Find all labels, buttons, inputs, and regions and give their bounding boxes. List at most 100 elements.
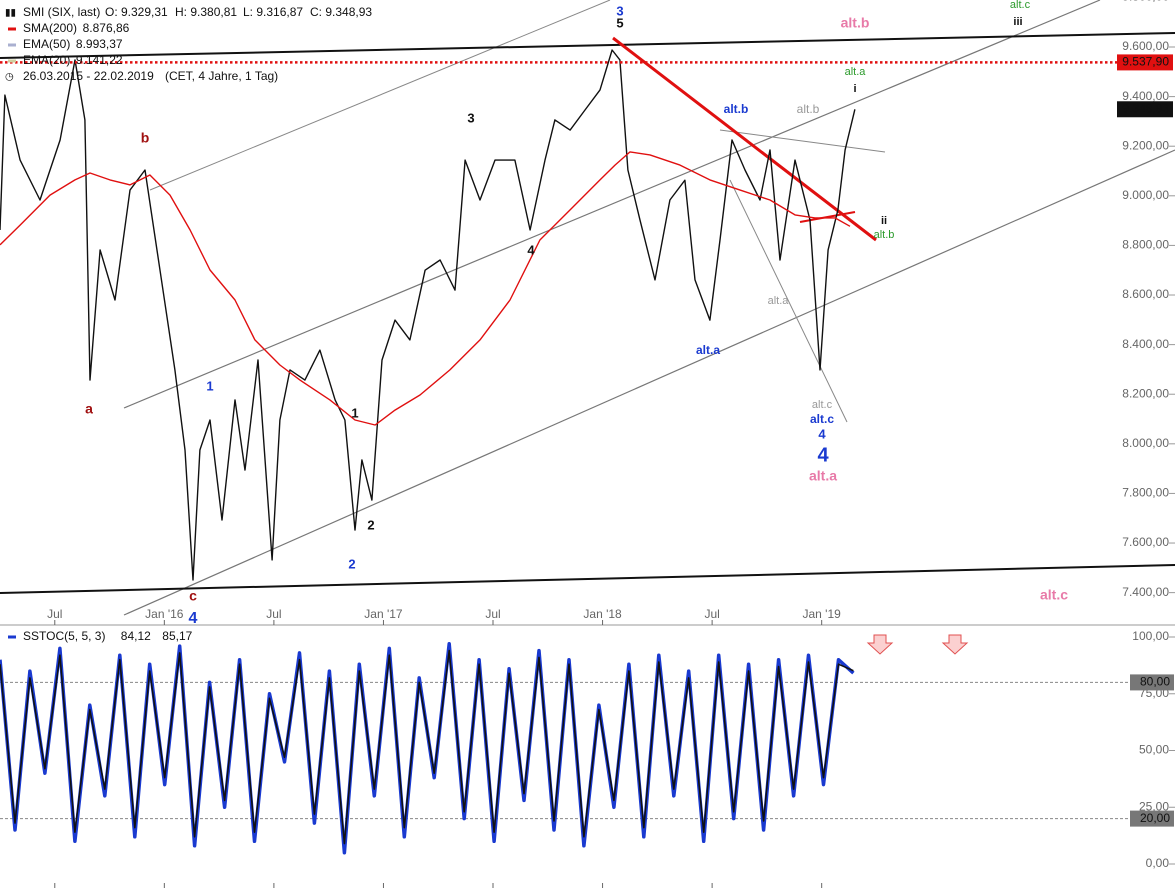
- y-tick-label: 9.600,00: [1122, 39, 1169, 53]
- channel-line: [149, 0, 611, 191]
- wave-label: 3: [467, 110, 474, 125]
- high: H: 9.380,81: [175, 5, 237, 19]
- y-tick-label: 8.600,00: [1122, 287, 1169, 301]
- x-tick-label: Jul: [266, 607, 281, 621]
- price-level-label: 9.348,93: [1122, 101, 1169, 115]
- y-tick-label: 8.800,00: [1122, 238, 1169, 252]
- low: L: 9.316,87: [243, 5, 303, 19]
- x-tick-label: Jan '17: [364, 607, 403, 621]
- wave-label: alt.c: [1010, 0, 1031, 11]
- clock-icon: ◷: [5, 72, 14, 83]
- legend-swatch: [8, 43, 16, 47]
- y-tick-label: 8.200,00: [1122, 386, 1169, 400]
- indicator-title: SSTOC(5, 5, 3): [23, 629, 105, 643]
- level-box: [1130, 674, 1174, 691]
- y-tick-label: 9.000,00: [1122, 188, 1169, 202]
- y-tick-label: 0,00: [1146, 856, 1170, 870]
- trend-line: [729, 179, 848, 423]
- y-tick-label: 50,00: [1139, 743, 1169, 757]
- legend-value: 8.876,86: [83, 21, 130, 35]
- wave-label: c: [189, 588, 197, 604]
- legend-name: SMA(200): [23, 21, 77, 35]
- level-label: 20,00: [1140, 811, 1170, 825]
- wave-label: 4: [817, 444, 829, 466]
- y-tick-label: 100,00: [1132, 629, 1169, 643]
- open: O: 9.329,31: [105, 5, 168, 19]
- wave-label: 5: [616, 15, 623, 30]
- y-tick-label: 8.000,00: [1122, 436, 1169, 450]
- legend-swatch: [8, 635, 16, 639]
- y-tick-label: 9.400,00: [1122, 89, 1169, 103]
- trend-line: [799, 211, 856, 223]
- y-tick-label: 7.600,00: [1122, 535, 1169, 549]
- wave-label: alt.b: [724, 102, 749, 116]
- wave-label: iii: [1013, 16, 1022, 28]
- legend-value: 9.141,22: [76, 53, 123, 67]
- trend-line: [0, 564, 1175, 594]
- x-tick-label: Jul: [704, 607, 719, 621]
- legend-name: EMA(50): [23, 37, 70, 51]
- series-line: [0, 649, 854, 845]
- legend-swatch: [8, 59, 16, 63]
- wave-label: 4: [527, 242, 535, 257]
- y-tick-label: 7.800,00: [1122, 486, 1169, 500]
- y-tick-label: 7.400,00: [1122, 585, 1169, 599]
- x-tick-label: Jan '16: [145, 607, 184, 621]
- legend-swatch: [8, 27, 16, 31]
- wave-label: alt.a: [768, 295, 790, 307]
- signal-arrow: [866, 634, 894, 655]
- period: 26.03.2015 - 22.02.2019: [23, 69, 154, 83]
- wave-label: alt.a: [809, 468, 837, 484]
- icon: ▮▮: [5, 8, 16, 19]
- wave-label: ii: [881, 215, 887, 227]
- price-level-box: [1117, 101, 1173, 118]
- legend-name: EMA(20): [23, 53, 70, 67]
- wave-label: a: [85, 401, 93, 417]
- price-level-label: 9.537,90: [1122, 55, 1169, 69]
- wave-label: alt.a: [845, 66, 867, 78]
- close: C: 9.348,93: [310, 5, 372, 19]
- y-tick-label: 25,00: [1139, 799, 1169, 813]
- period-note: (CET, 4 Jahre, 1 Tag): [165, 69, 278, 83]
- x-tick-label: Jul: [485, 607, 500, 621]
- trend-line: [719, 129, 886, 153]
- wave-label: alt.c: [1040, 587, 1068, 603]
- x-tick-label: Jan '18: [583, 607, 622, 621]
- legend-value: 84,12: [121, 629, 151, 643]
- wave-label: 2: [348, 556, 355, 571]
- trend-line: [612, 36, 877, 242]
- level-label: 80,00: [1140, 675, 1170, 689]
- level-box: [1130, 810, 1174, 827]
- wave-label: alt.c: [812, 399, 833, 411]
- wave-label: 3: [616, 3, 623, 18]
- price-level-box: [1117, 54, 1173, 71]
- channel-line: [123, 0, 1101, 409]
- wave-label: alt.a: [696, 343, 720, 357]
- series-line: [0, 151, 851, 426]
- x-tick-label: Jan '19: [803, 607, 842, 621]
- wave-label: alt.b: [874, 229, 895, 241]
- wave-label: 2: [367, 517, 374, 532]
- wave-label: 1: [206, 378, 213, 393]
- signal-arrow: [941, 634, 969, 655]
- wave-label: 1: [351, 405, 358, 420]
- wave-label: b: [141, 130, 150, 146]
- wave-label: 4: [189, 610, 198, 627]
- wave-label: alt.b: [797, 102, 820, 116]
- header: ▮▮ SMI (SIX, last) O: 9.329,31 H: 9.380,…: [5, 5, 372, 643]
- wave-label: alt.c: [810, 412, 834, 426]
- y-tick-label: 9.200,00: [1122, 138, 1169, 152]
- symbol: SMI (SIX, last): [23, 5, 100, 19]
- legend-value: 8.993,37: [76, 37, 123, 51]
- wave-label: alt.b: [841, 15, 870, 31]
- y-tick-label: 9.800,00: [1122, 0, 1169, 4]
- series-line: [0, 49, 856, 581]
- wave-label: i: [853, 83, 856, 95]
- trend-line: [0, 32, 1175, 59]
- legend-value: 85,17: [162, 629, 192, 643]
- x-tick-label: Jul: [47, 607, 62, 621]
- channel-line: [123, 149, 1175, 616]
- y-tick-label: 8.400,00: [1122, 337, 1169, 351]
